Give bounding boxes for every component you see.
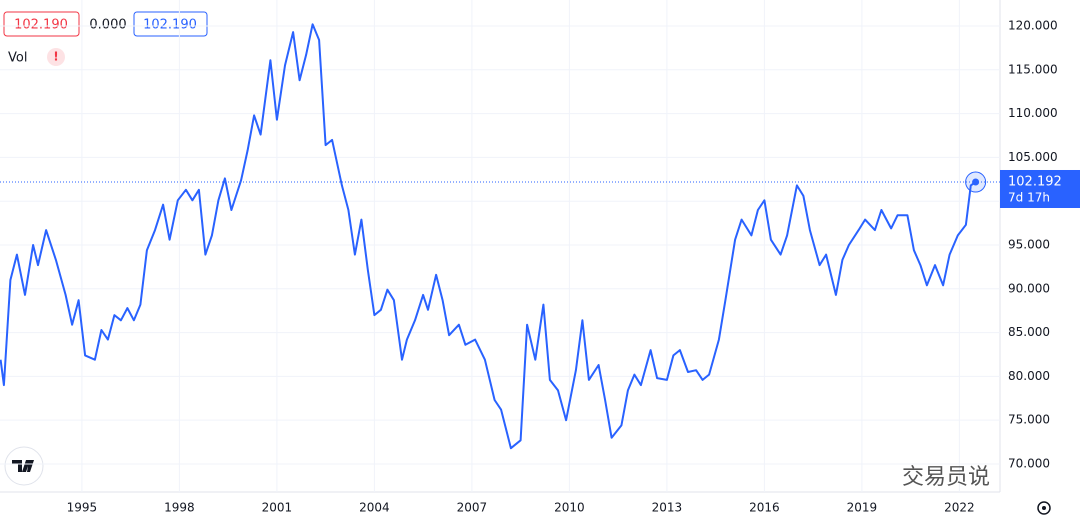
last-price-tag xyxy=(1000,169,1080,208)
y-tick-label: 85.000 xyxy=(1008,325,1050,339)
volume-alert-icon[interactable] xyxy=(47,48,65,66)
volume-alert: ! xyxy=(53,50,58,64)
last-price-label: 102.192 xyxy=(1008,174,1062,189)
countdown-label: 7d 17h xyxy=(1008,190,1050,204)
y-tick-label: 75.000 xyxy=(1008,413,1050,427)
y-tick-label: 110.000 xyxy=(1008,106,1058,120)
x-tick-label: 2001 xyxy=(262,501,293,515)
x-tick-label: 2007 xyxy=(457,501,488,515)
settings-icon[interactable] xyxy=(1037,501,1051,515)
close-box xyxy=(133,11,208,37)
y-tick-label: 115.000 xyxy=(1008,62,1058,76)
x-tick-label: 2013 xyxy=(652,501,683,515)
watermark: 交易员说 xyxy=(902,465,990,490)
y-tick-label: 95.000 xyxy=(1008,237,1050,251)
x-tick-label: 1998 xyxy=(164,501,195,515)
x-tick-label: 2010 xyxy=(554,501,585,515)
y-tick-label: 80.000 xyxy=(1008,369,1050,383)
open-value: 102.190 xyxy=(14,18,68,33)
y-tick-label: 90.000 xyxy=(1008,281,1050,295)
close-value: 102.190 xyxy=(143,18,197,33)
y-tick-label: 120.000 xyxy=(1008,19,1058,33)
tv-logo xyxy=(4,446,44,486)
last-point xyxy=(972,178,980,186)
x-tick-label: 2016 xyxy=(749,501,780,515)
price-line xyxy=(0,23,977,450)
volume-label: Vol xyxy=(8,51,27,66)
x-tick-label: 2022 xyxy=(944,501,975,515)
x-tick-label: 2004 xyxy=(359,501,390,515)
open-box xyxy=(3,11,80,37)
change-value: 0.000 xyxy=(89,18,126,33)
x-tick-label: 2019 xyxy=(847,501,878,515)
y-tick-label: 70.000 xyxy=(1008,456,1050,470)
x-tick-label: 1995 xyxy=(67,501,98,515)
y-tick-label: 105.000 xyxy=(1008,150,1058,164)
